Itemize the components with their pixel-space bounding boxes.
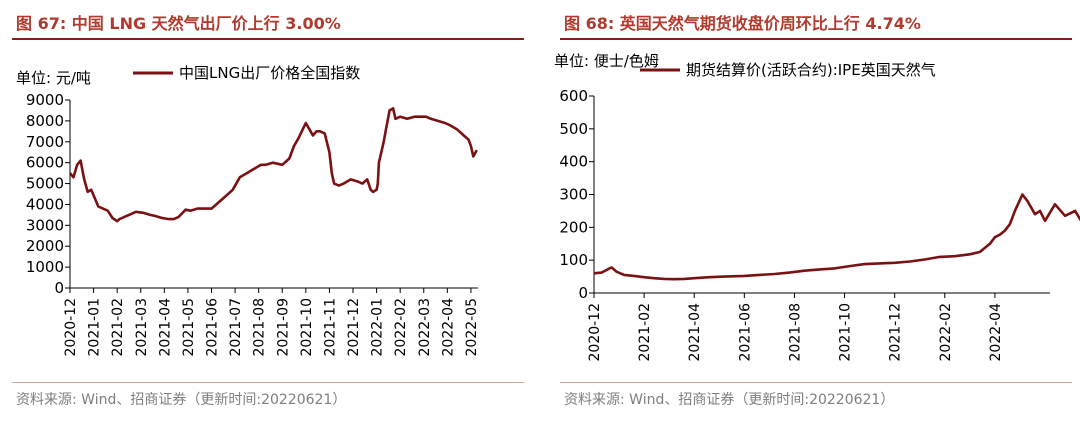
x-tick-label: 2020-12 (587, 303, 603, 362)
x-tick-label: 2021-07 (228, 298, 244, 357)
x-tick-label: 2022-02 (938, 303, 954, 362)
y-tick-label: 0 (578, 284, 588, 302)
chart-panel-lng: 图 67: 中国 LNG 天然气出厂价上行 3.00% 单位: 元/吨 中国LNG… (0, 0, 532, 425)
y-tick-label: 9000 (26, 91, 64, 109)
x-tick-label: 2021-04 (157, 298, 173, 357)
title-rule (560, 38, 1072, 40)
x-tick-label: 2021-12 (888, 303, 904, 362)
x-tick-label: 2021-11 (322, 298, 338, 357)
x-tick-label: 2022-04 (988, 303, 1004, 362)
y-tick-label: 6000 (26, 154, 64, 172)
x-tick-label: 2021-08 (787, 303, 803, 362)
x-tick-label: 2022-02 (393, 298, 409, 357)
x-tick-label: 2021-06 (205, 298, 221, 357)
x-tick-label: 2021-01 (87, 298, 103, 357)
legend-label: 期货结算价(活跃合约):IPE英国天然气 (686, 61, 936, 79)
x-tick-label: 2021-08 (252, 298, 268, 357)
x-tick-label: 2021-12 (346, 298, 362, 357)
y-tick-label: 600 (559, 87, 588, 105)
x-tick-label: 2021-09 (275, 298, 291, 357)
x-tick-label: 2021-04 (687, 303, 703, 362)
x-tick-label: 2022-04 (440, 298, 456, 357)
x-tick-label: 2022-05 (464, 298, 480, 357)
series-line (593, 193, 1080, 281)
chart-title: 图 68: 英国天然气期货收盘价周环比上行 4.74% (564, 14, 921, 33)
lng-price-chart: 单位: 元/吨 中国LNG出厂价格全国指数 0 1000 2000 3000 4000 500… (16, 64, 480, 357)
x-tick-label: 2021-10 (299, 298, 315, 357)
y-tick-label: 500 (559, 120, 588, 138)
x-tick-label: 2021-02 (637, 303, 653, 362)
y-tick-label: 7000 (26, 133, 64, 151)
y-tick-label: 5000 (26, 175, 64, 193)
chart-title: 图 67: 中国 LNG 天然气出厂价上行 3.00% (16, 14, 341, 33)
x-tick-label: 2021-10 (838, 303, 854, 362)
y-tick-label: 0 (54, 279, 64, 297)
y-tick-label: 4000 (26, 195, 64, 213)
x-tick-label: 2021-03 (134, 298, 150, 357)
ipe-gas-futures-chart: 单位: 便士/色姆期货结算价(活跃合约):IPE英国天然气 0 100 200 300 4… (554, 52, 1080, 362)
footer-rule (560, 382, 1072, 383)
title-rule (12, 38, 524, 40)
y-tick-label: 400 (559, 153, 588, 171)
y-tick-label: 200 (559, 218, 588, 236)
y-tick-label: 3000 (26, 216, 64, 234)
x-tick-label: 2021-05 (181, 298, 197, 357)
y-tick-label: 1000 (26, 258, 64, 276)
legend-label: 中国LNG出厂价格全国指数 (179, 64, 360, 82)
x-tick-label: 2021-02 (110, 298, 126, 357)
x-tick-label: 2021-06 (737, 303, 753, 362)
source-note: 资料来源: Wind、招商证券（更新时间:20220621） (564, 392, 895, 408)
footer-rule (12, 382, 524, 383)
y-unit-label: 单位: 便士/色姆 (554, 52, 659, 70)
x-tick-label: 2022-01 (370, 298, 386, 357)
y-tick-label: 100 (559, 251, 588, 269)
chart-panel-ipe: 图 68: 英国天然气期货收盘价周环比上行 4.74% 单位: 便士/色姆期货结… (548, 0, 1080, 425)
x-tick-label: 2020-12 (63, 298, 79, 357)
source-note: 资料来源: Wind、招商证券（更新时间:20220621） (16, 392, 347, 408)
y-tick-label: 2000 (26, 237, 64, 255)
y-tick-label: 8000 (26, 112, 64, 130)
x-tick-label: 2022-03 (417, 298, 433, 357)
series-line (69, 107, 478, 223)
y-unit-label: 单位: 元/吨 (16, 69, 91, 87)
y-tick-label: 300 (559, 186, 588, 204)
